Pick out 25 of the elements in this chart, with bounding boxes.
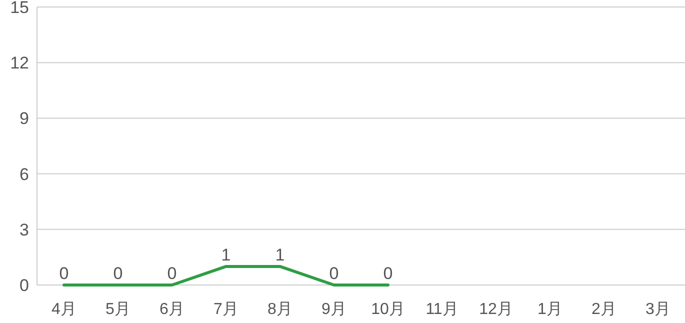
- x-tick-label: 5月: [106, 301, 130, 318]
- x-tick-label: 2月: [592, 301, 616, 318]
- x-tick-label: 9月: [322, 301, 346, 318]
- data-label: 1: [221, 245, 231, 264]
- x-tick-label: 11月: [426, 301, 458, 318]
- y-tick-label: 3: [20, 220, 29, 240]
- x-tick-label: 10月: [371, 301, 405, 318]
- x-tick-label: 6月: [160, 301, 184, 318]
- data-label: 0: [167, 264, 177, 283]
- y-tick-label: 0: [20, 276, 29, 295]
- data-label: 0: [329, 264, 339, 283]
- data-label: 0: [383, 264, 393, 283]
- y-tick-label: 6: [20, 164, 29, 184]
- data-label: 0: [113, 264, 123, 283]
- x-tick-label: 3月: [646, 301, 670, 318]
- x-tick-label: 8月: [268, 301, 292, 318]
- x-tick-label: 7月: [214, 301, 238, 318]
- data-label: 0: [59, 264, 69, 283]
- x-tick-label: 12月: [479, 301, 513, 318]
- x-tick-label: 1月: [538, 301, 562, 318]
- x-tick-label: 4月: [52, 301, 76, 318]
- y-tick-label: 15: [10, 0, 29, 17]
- data-label: 1: [275, 245, 285, 264]
- y-tick-label: 12: [10, 54, 29, 73]
- y-tick-label: 9: [20, 109, 29, 128]
